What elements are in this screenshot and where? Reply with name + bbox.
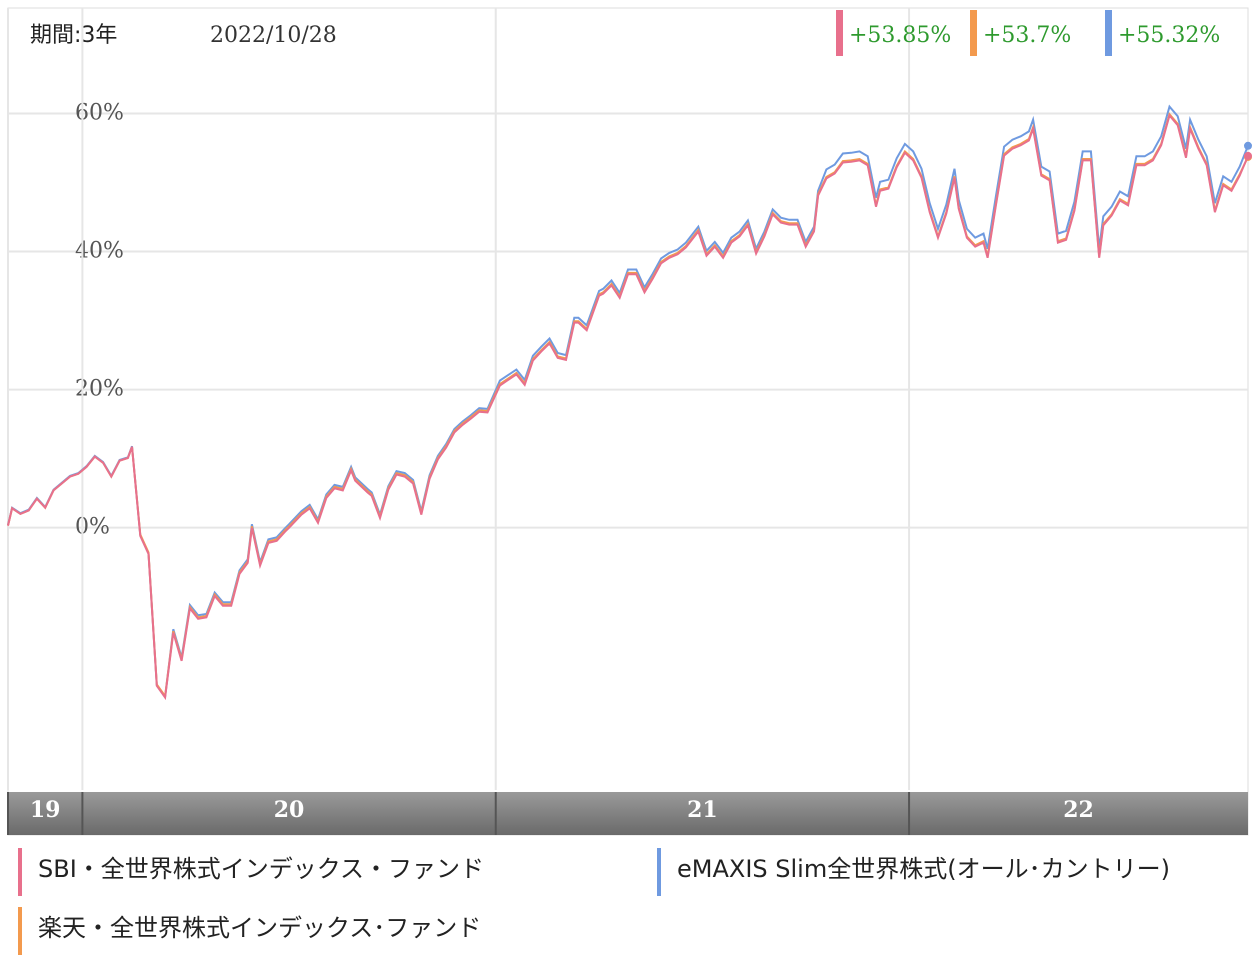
series-line bbox=[7, 113, 1249, 701]
date: 2022/10/28 bbox=[210, 23, 337, 48]
x-tick-label: 20 bbox=[274, 797, 305, 823]
legend-label: eMAXIS Slim全世界株式(オール･カントリー) bbox=[677, 855, 1170, 883]
end-value-label: +55.32% bbox=[1118, 23, 1220, 48]
end-dot bbox=[1244, 141, 1252, 150]
x-tick-label: 22 bbox=[1063, 797, 1094, 823]
legend-label: 楽天・全世界株式インデックス･ファンド bbox=[38, 914, 481, 942]
x-tick-label: 21 bbox=[687, 797, 718, 823]
end-value-label: +53.7% bbox=[983, 23, 1071, 48]
period: 期間:3年 bbox=[30, 23, 117, 48]
plot-frame bbox=[7, 7, 1249, 836]
year-band bbox=[8, 792, 1248, 835]
y-tick-label: 0% bbox=[75, 515, 110, 540]
legend-swatch bbox=[18, 848, 22, 896]
legend-swatch bbox=[1105, 10, 1112, 56]
end-dot bbox=[1244, 151, 1252, 160]
legend-label: SBI・全世界株式インデックス・ファンド bbox=[38, 855, 484, 883]
series-line bbox=[7, 104, 1249, 700]
end-value-label: +53.85% bbox=[849, 23, 951, 48]
legend-swatch bbox=[657, 848, 661, 896]
legend-swatch bbox=[970, 10, 977, 56]
legend-swatch bbox=[836, 10, 843, 56]
legend-swatch bbox=[18, 907, 22, 955]
x-tick-label: 19 bbox=[30, 797, 61, 823]
